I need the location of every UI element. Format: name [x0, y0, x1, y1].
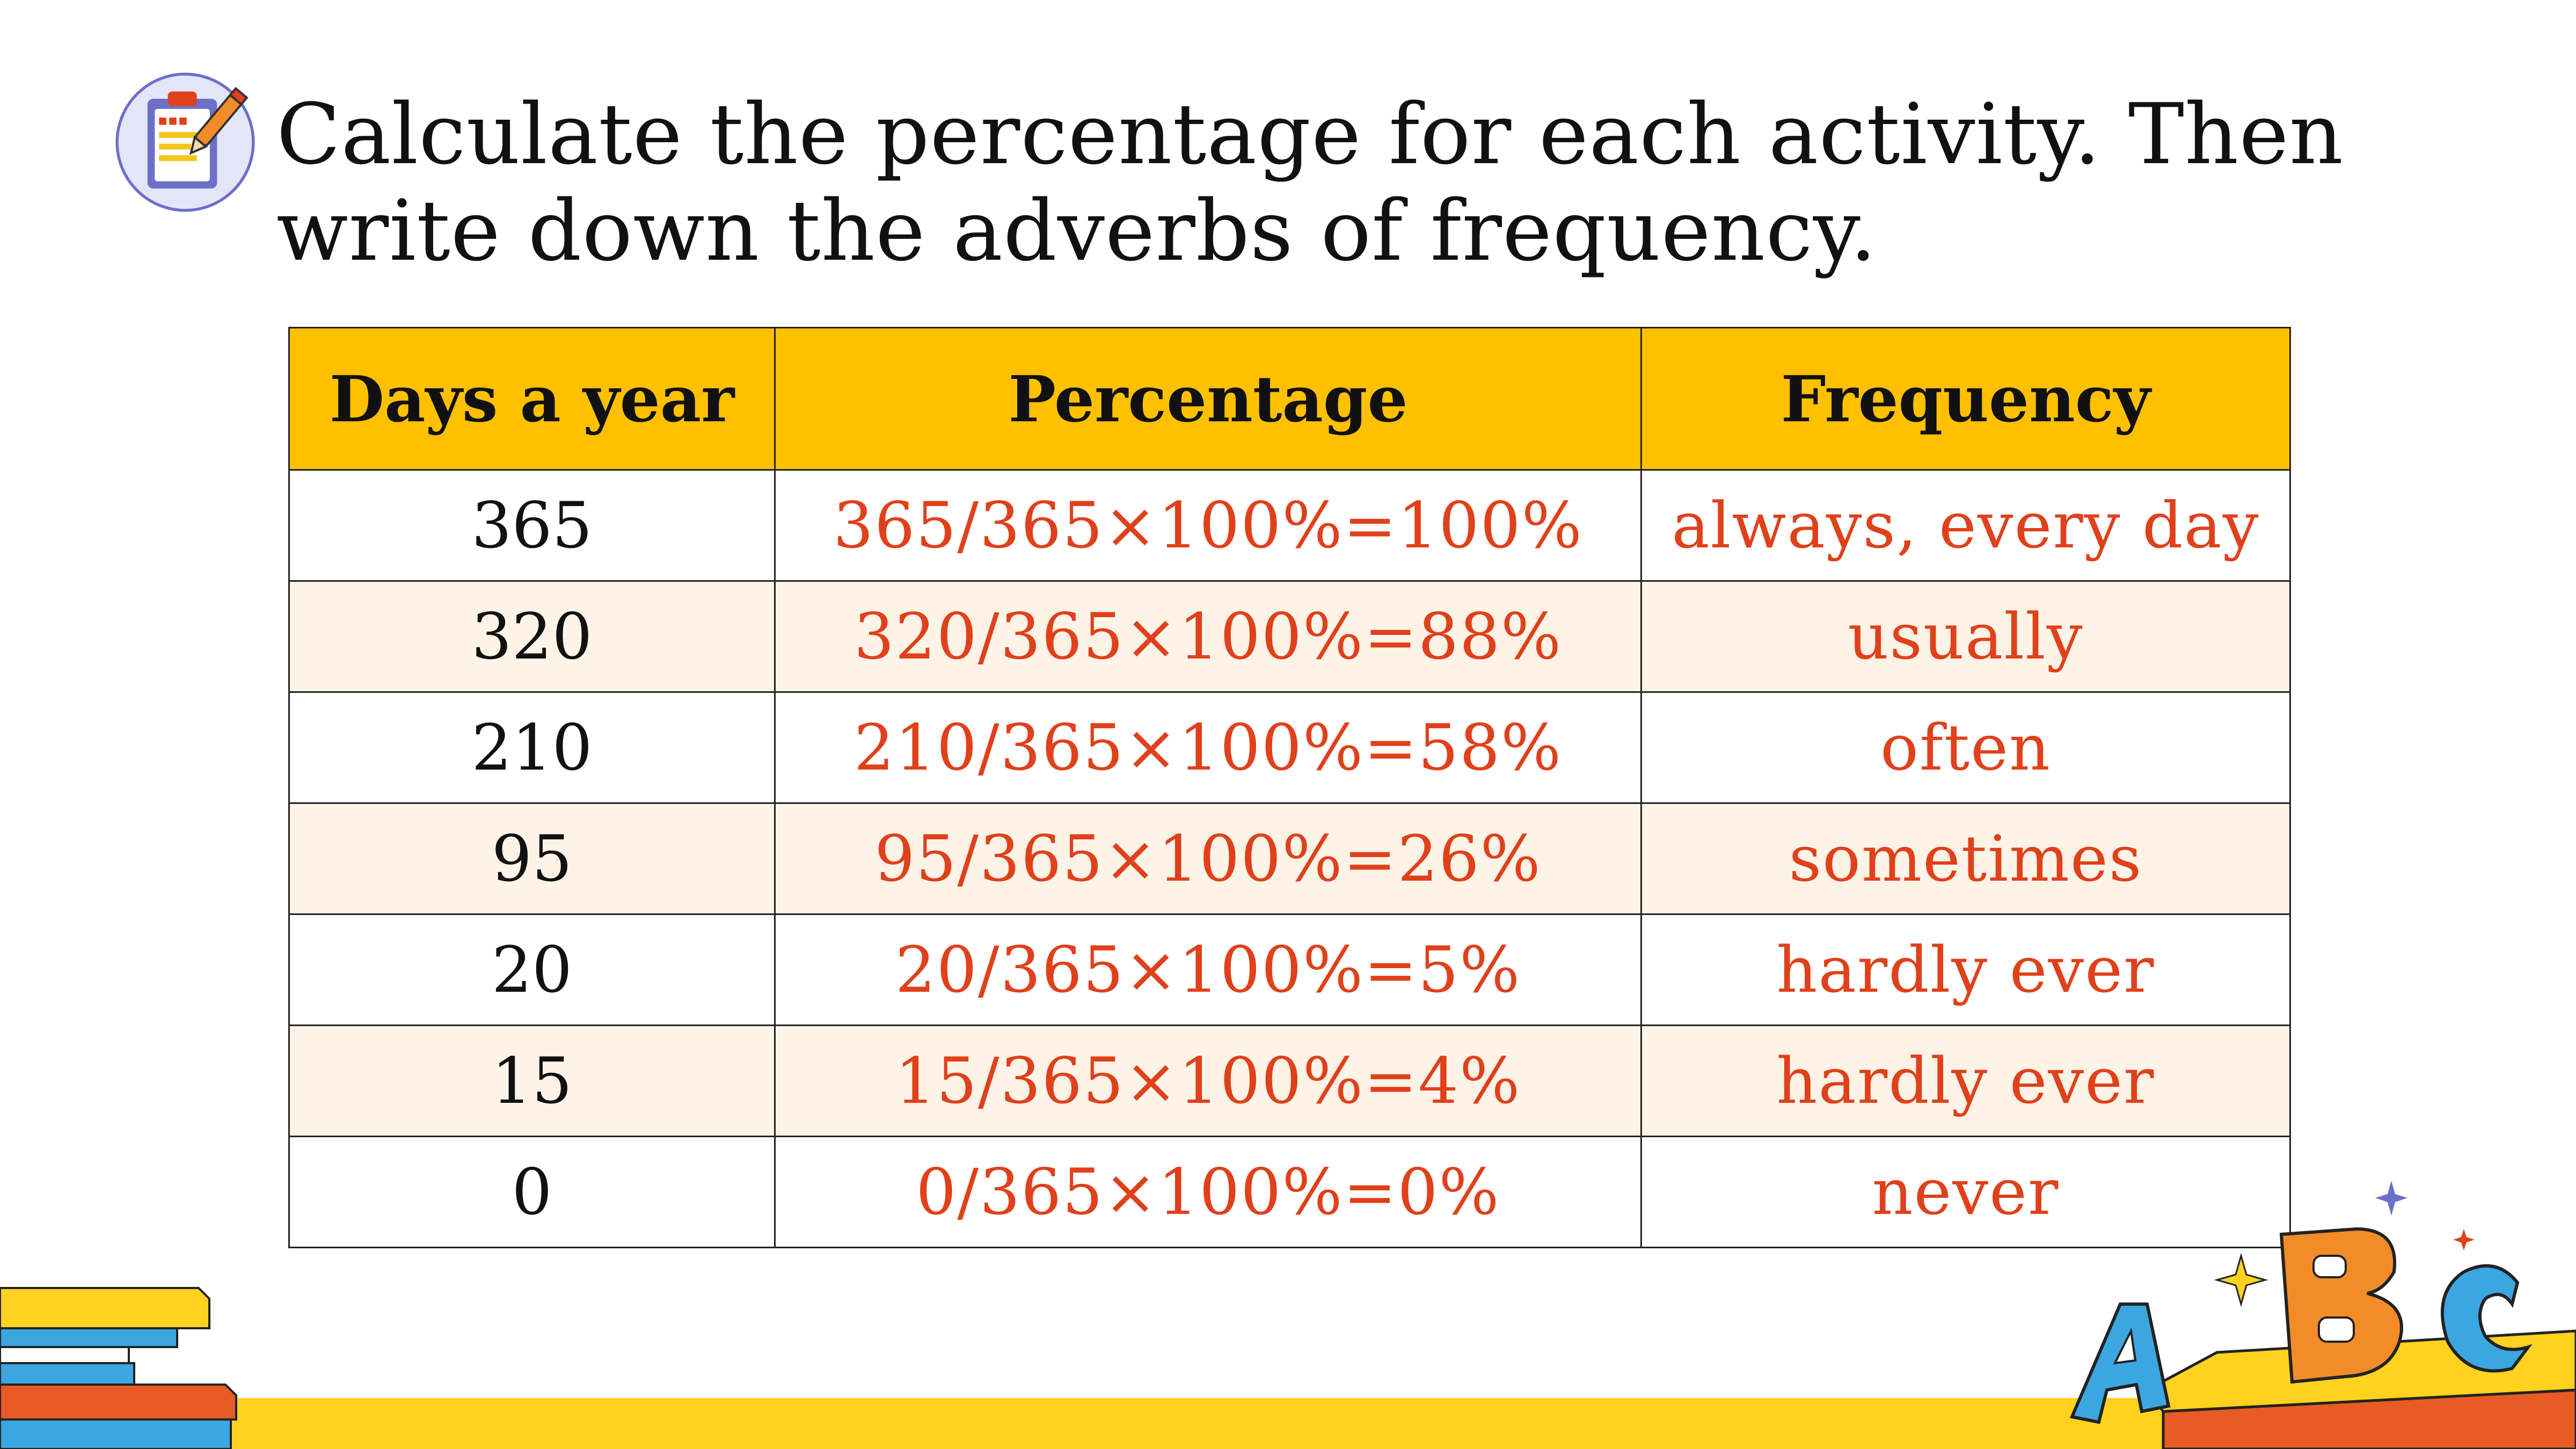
- table-header-row: Days a year Percentage Frequency: [288, 327, 2291, 471]
- frequency-cell: always, every day: [1640, 469, 2291, 582]
- clipboard-pencil-icon: [115, 72, 255, 212]
- percentage-cell: 15/365×100%=4%: [774, 1024, 1642, 1137]
- days-cell: 95: [288, 802, 776, 915]
- header-frequency: Frequency: [1640, 327, 2291, 471]
- table-row: 365 365/365×100%=100% always, every day: [288, 469, 2291, 582]
- frequency-table: Days a year Percentage Frequency 365 365…: [288, 327, 2291, 1248]
- table-row: 95 95/365×100%=26% sometimes: [288, 802, 2291, 915]
- days-cell: 15: [288, 1024, 776, 1137]
- page-title: Calculate the percentage for each activi…: [276, 85, 2344, 280]
- days-cell: 365: [288, 469, 776, 582]
- table-row: 210 210/365×100%=58% often: [288, 691, 2291, 804]
- header-days: Days a year: [288, 327, 776, 471]
- days-cell: 320: [288, 580, 776, 693]
- abc-blocks-icon: [2069, 1181, 2576, 1449]
- percentage-cell: 365/365×100%=100%: [774, 469, 1642, 582]
- table-row: 0 0/365×100%=0% never: [288, 1136, 2291, 1248]
- percentage-cell: 20/365×100%=5%: [774, 913, 1642, 1026]
- days-cell: 0: [288, 1136, 776, 1248]
- table-row: 20 20/365×100%=5% hardly ever: [288, 913, 2291, 1026]
- frequency-cell: sometimes: [1640, 802, 2291, 915]
- header-percentage: Percentage: [774, 327, 1642, 471]
- percentage-cell: 0/365×100%=0%: [774, 1136, 1642, 1248]
- percentage-cell: 95/365×100%=26%: [774, 802, 1642, 915]
- days-cell: 210: [288, 691, 776, 804]
- frequency-cell: never: [1640, 1136, 2291, 1248]
- days-cell: 20: [288, 913, 776, 1026]
- percentage-cell: 210/365×100%=58%: [774, 691, 1642, 804]
- frequency-cell: hardly ever: [1640, 913, 2291, 1026]
- percentage-cell: 320/365×100%=88%: [774, 580, 1642, 693]
- table-row: 320 320/365×100%=88% usually: [288, 580, 2291, 693]
- table-row: 15 15/365×100%=4% hardly ever: [288, 1024, 2291, 1137]
- frequency-cell: often: [1640, 691, 2291, 804]
- frequency-cell: usually: [1640, 580, 2291, 693]
- books-stack-icon: [0, 1287, 237, 1449]
- frequency-cell: hardly ever: [1640, 1024, 2291, 1137]
